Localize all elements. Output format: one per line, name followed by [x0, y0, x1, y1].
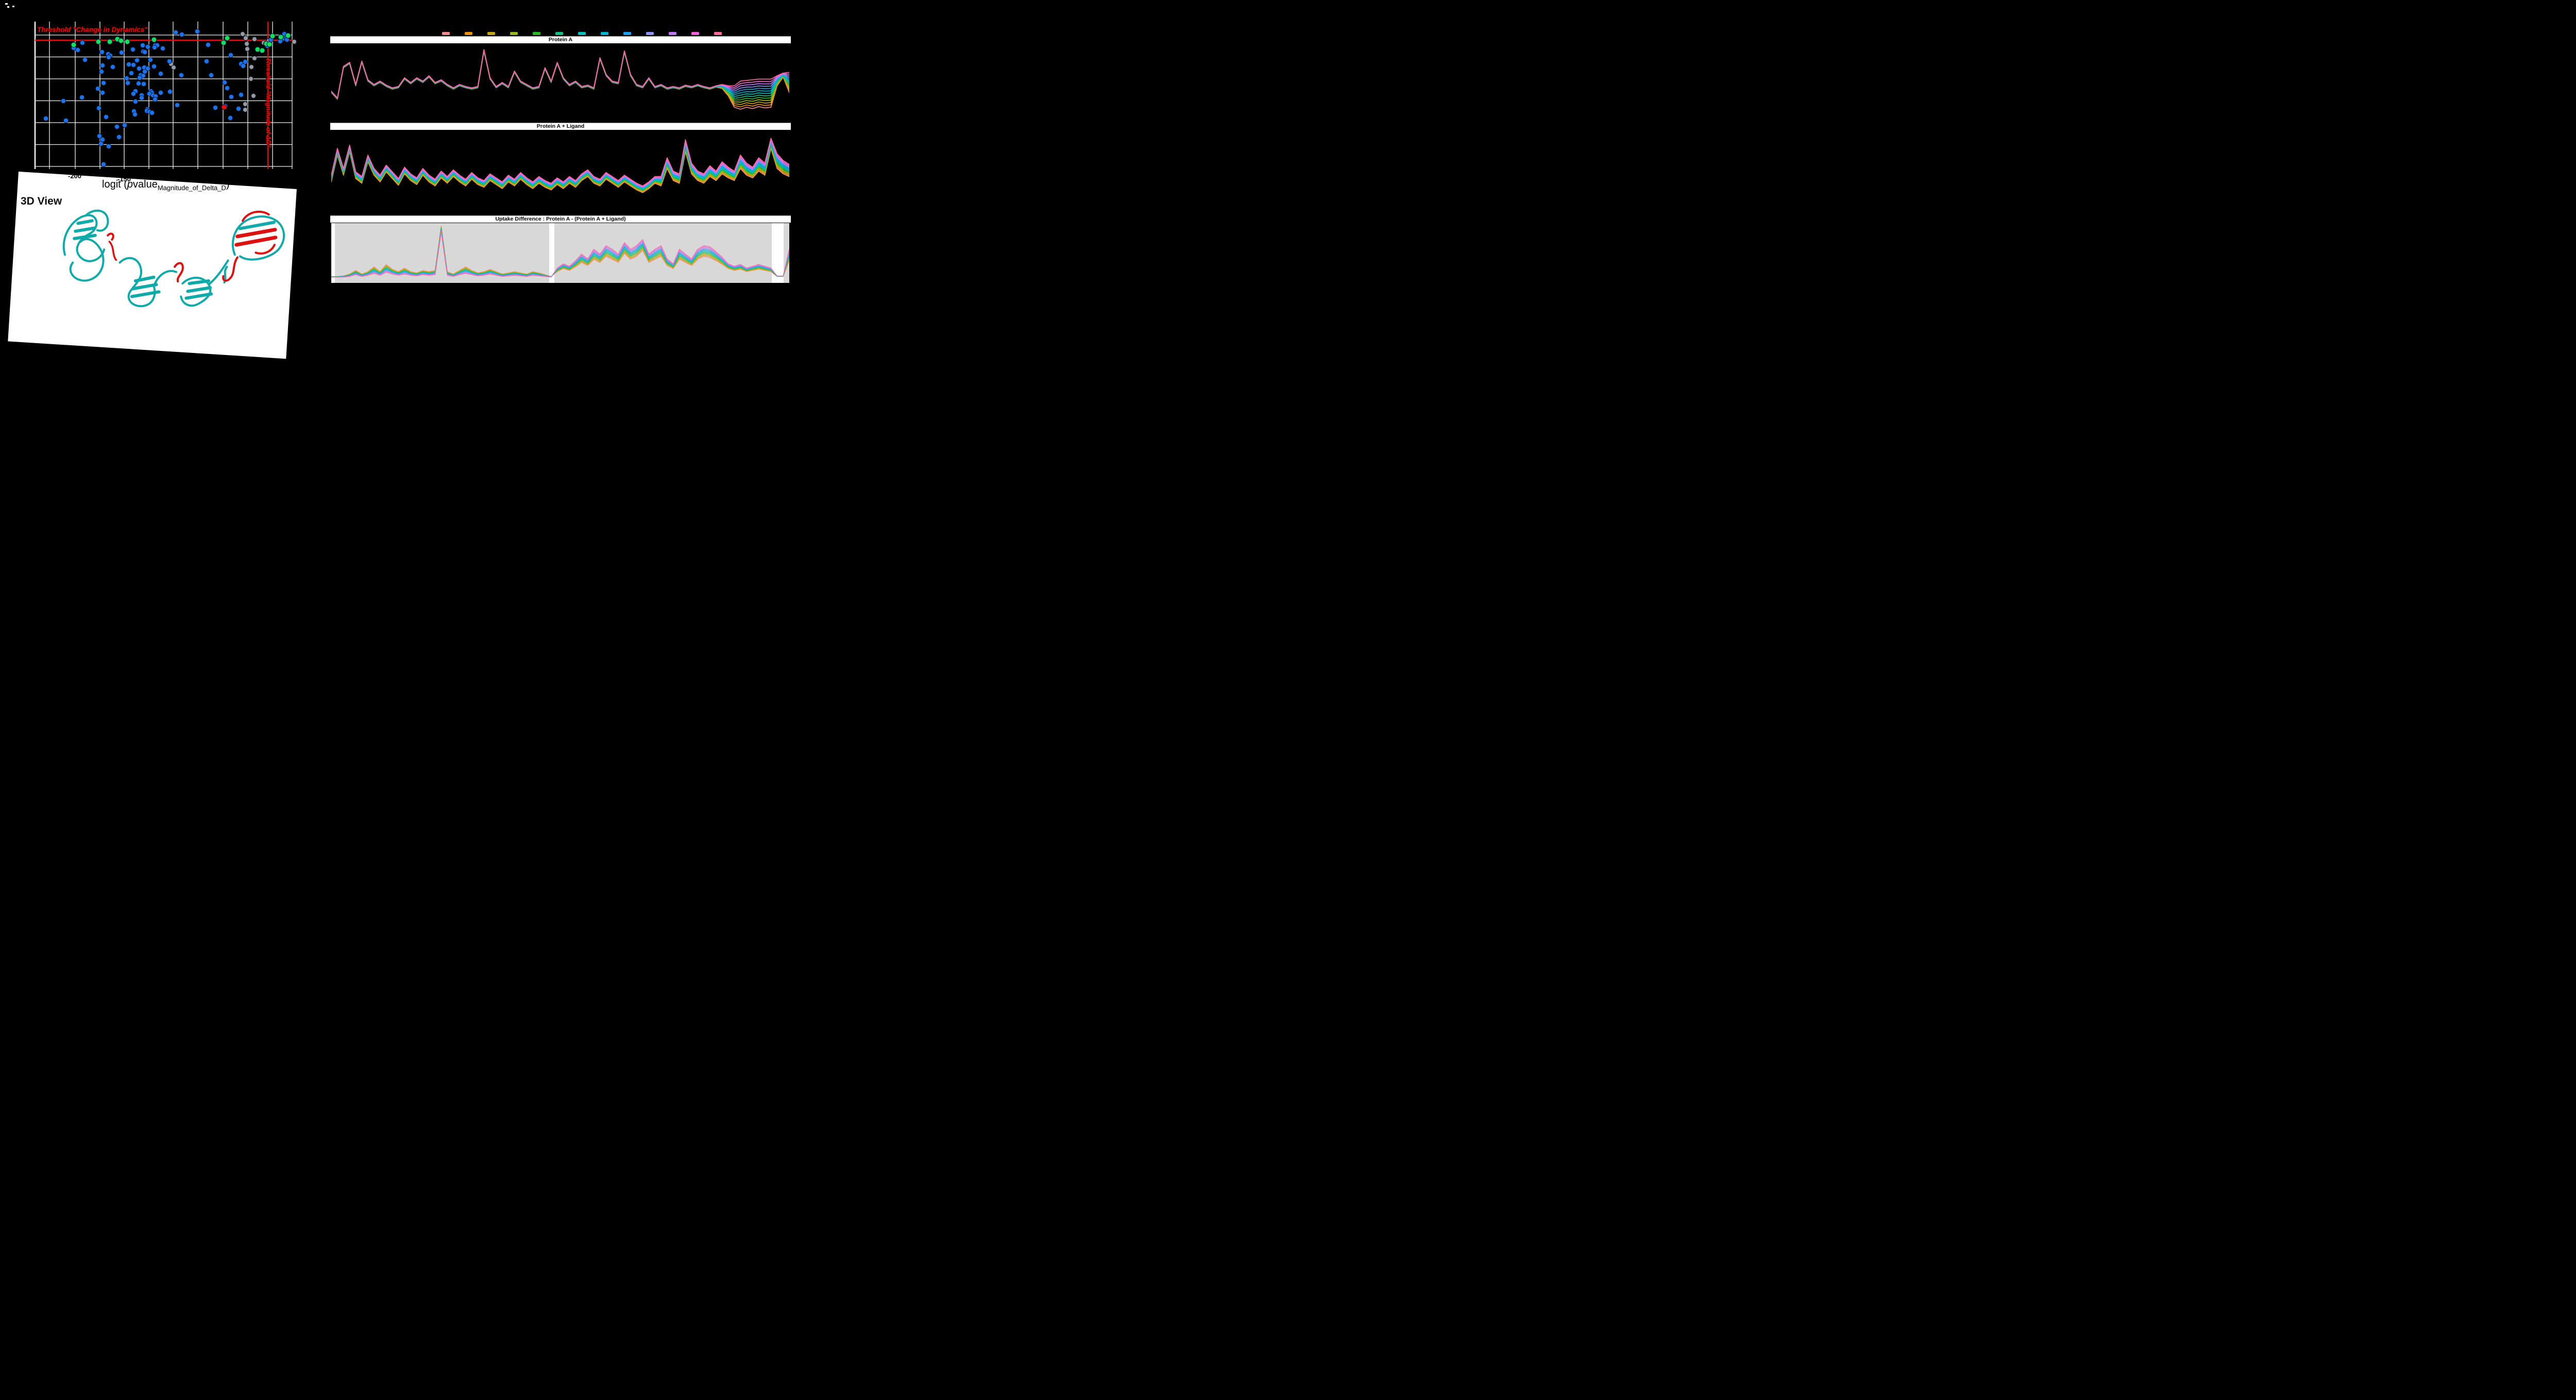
x-tick-150: -150 [117, 175, 131, 183]
legend-swatch-timepoint-4 [510, 32, 518, 35]
legend-swatch-timepoint-1 [442, 32, 450, 35]
legend-swatch-timepoint-12 [691, 32, 699, 35]
chart-title-uptake-difference: Uptake Difference : Protein A - (Protein… [495, 216, 626, 222]
uptake-difference-chart [331, 226, 789, 278]
scatter-points-red [221, 104, 227, 110]
artifact-speck [5, 3, 8, 5]
x-axis-title: logit (pvalueMagnitude_of_Delta_D) [102, 179, 230, 192]
protein-ribbon-structure [62, 209, 285, 308]
legend-swatch-timepoint-9 [623, 32, 631, 35]
uptake-series-13 [331, 49, 789, 98]
x-axis-title-p: p [127, 179, 133, 190]
chart-title-bar-protein-a-ligand: Protein A + Ligand [330, 123, 791, 130]
protein-ribbon-teal [62, 209, 285, 308]
legend-swatch-timepoint-10 [646, 32, 654, 35]
threshold-change-in-dynamics-label: Threshold "Change in Dynamics" [37, 26, 148, 33]
no-coverage-gap [331, 223, 335, 283]
x-axis-title-main: value [133, 179, 158, 190]
protein-ribbon-red [107, 210, 278, 283]
volcano-scatter-plot [34, 22, 297, 169]
3d-view-label: 3D View [21, 195, 62, 207]
legend-swatch-timepoint-5 [533, 32, 540, 35]
scatter-points-green [71, 32, 291, 54]
legend-swatch-timepoint-3 [487, 32, 495, 35]
legend-swatch-timepoint-7 [578, 32, 586, 35]
chart-title-protein-a: Protein A [548, 37, 573, 43]
x-axis-title-prefix: logit ( [102, 179, 127, 190]
legend-swatch-timepoint-13 [714, 32, 722, 35]
uptake-chart-protein-a-ligand [331, 138, 789, 193]
legend-swatch-timepoint-8 [601, 32, 608, 35]
chart-title-protein-a-ligand: Protein A + Ligand [536, 123, 585, 129]
legend-swatch-timepoint-11 [669, 32, 676, 35]
figure-canvas: { "canvas": {"background": "#000000"}, "… [0, 0, 808, 359]
no-coverage-gap [549, 223, 554, 283]
x-tick-200: -200 [68, 172, 82, 180]
x-axis-title-suffix: ) [226, 179, 230, 190]
chart-title-bar-uptake-difference: Uptake Difference : Protein A - (Protein… [330, 215, 791, 223]
artifact-speck [7, 6, 9, 8]
uptake-series-13 [331, 231, 789, 278]
threshold-magnitude-label: Threshold "Magnitude of ΔD" [265, 58, 272, 148]
artifact-speck [12, 6, 14, 7]
chart-title-bar-protein-a: Protein A [330, 36, 791, 44]
uptake-chart-protein-a [331, 49, 789, 110]
scatter-points-gray [168, 31, 297, 112]
x-axis-title-subscript: Magnitude_of_Delta_D [157, 184, 226, 192]
legend-swatch-timepoint-6 [555, 32, 563, 35]
scatter-points-blue [43, 28, 292, 167]
uptake-series-13 [331, 138, 789, 187]
legend-swatch-timepoint-2 [465, 32, 472, 35]
no-coverage-gap [772, 223, 784, 283]
